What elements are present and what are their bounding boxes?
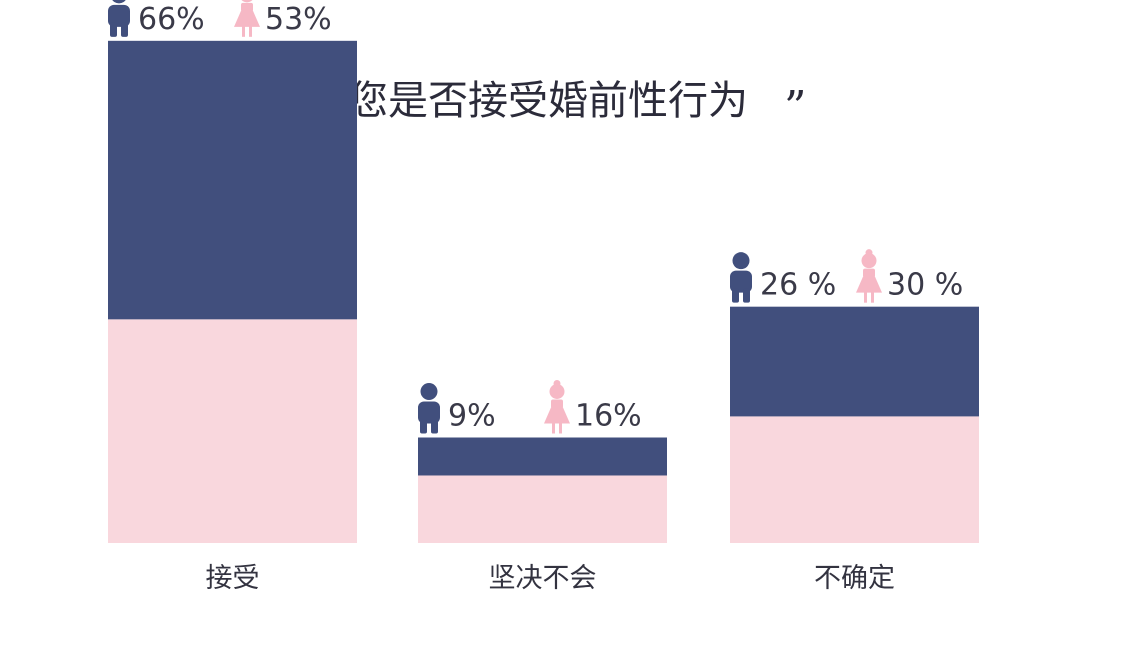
bar-male-1: [108, 40, 357, 320]
bar-male-3: [730, 306, 979, 417]
female-person-icon: [856, 249, 882, 303]
value-label-female-3: 30 %: [887, 268, 963, 303]
male-person-icon: [108, 0, 130, 37]
chart-title: 您是否接受婚前性行为: [348, 78, 748, 124]
bar-male-2: [418, 437, 667, 476]
male-person-icon: [730, 252, 752, 303]
female-person-icon: [544, 380, 570, 434]
title-close-quote: ”: [784, 82, 807, 133]
value-label-male-3: 26 %: [760, 268, 836, 303]
value-label-male-2: 9%: [448, 399, 496, 434]
value-label-female-1: 53%: [265, 2, 332, 37]
category-label-3: 不确定: [814, 563, 895, 594]
value-label-male-1: 66%: [138, 2, 205, 37]
chart-title-group: “ 您是否接受婚前性行为 ”: [284, 78, 807, 133]
category-label-1: 接受: [206, 563, 260, 594]
bar-female-1: [108, 319, 357, 543]
value-label-female-2: 16%: [575, 399, 642, 434]
labels-layer: 66% 53% 接受 9% 16% 坚决不会 26 % 30 % 不确定: [108, 0, 963, 594]
female-person-icon: [234, 0, 260, 37]
bars-layer: [108, 40, 979, 543]
bar-female-2: [418, 475, 667, 543]
bar-female-3: [730, 416, 979, 543]
male-person-icon: [418, 383, 440, 434]
category-label-2: 坚决不会: [489, 563, 597, 594]
